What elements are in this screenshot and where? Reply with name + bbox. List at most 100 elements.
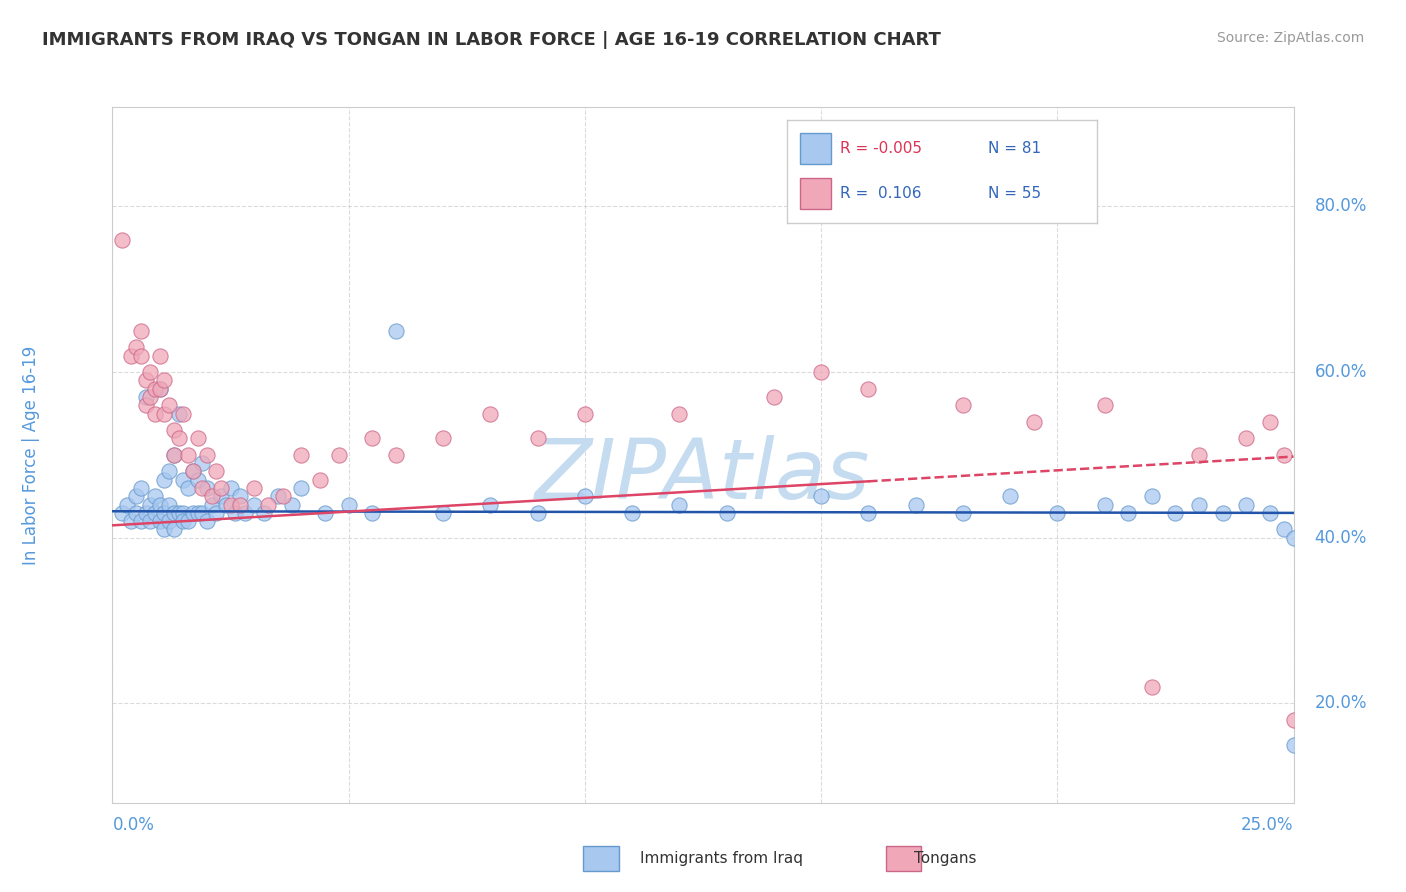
Point — [1140, 680, 1163, 694]
Point — [195, 481, 218, 495]
Text: Immigrants from Iraq: Immigrants from Iraq — [640, 851, 803, 865]
Point — [153, 473, 176, 487]
Point — [139, 390, 162, 404]
Point — [129, 324, 152, 338]
Point — [1094, 498, 1116, 512]
Point — [479, 498, 502, 512]
Point — [229, 498, 252, 512]
Point — [209, 481, 232, 495]
Text: N = 81: N = 81 — [988, 141, 1042, 155]
Point — [177, 481, 200, 495]
Point — [361, 431, 384, 445]
Point — [243, 498, 266, 512]
Point — [195, 448, 218, 462]
Point — [716, 506, 738, 520]
Point — [762, 390, 785, 404]
Point — [186, 506, 208, 520]
Point — [309, 473, 332, 487]
Point — [149, 382, 172, 396]
Point — [139, 498, 162, 512]
Point — [135, 373, 157, 387]
Point — [952, 506, 974, 520]
Point — [181, 465, 204, 479]
Point — [1272, 523, 1295, 537]
Bar — [800, 133, 831, 163]
Point — [281, 498, 304, 512]
Point — [233, 506, 256, 520]
Point — [129, 514, 152, 528]
Point — [157, 465, 180, 479]
Point — [191, 506, 214, 520]
Point — [229, 489, 252, 503]
Point — [858, 506, 880, 520]
Text: 20.0%: 20.0% — [1315, 694, 1367, 713]
Point — [1188, 448, 1211, 462]
Point — [120, 349, 142, 363]
Point — [1212, 506, 1234, 520]
Point — [201, 489, 224, 503]
Point — [120, 514, 142, 528]
Point — [271, 489, 294, 503]
Point — [267, 489, 290, 503]
Point — [143, 407, 166, 421]
Point — [1258, 506, 1281, 520]
Point — [167, 407, 190, 421]
Point — [163, 523, 186, 537]
Point — [149, 349, 172, 363]
Point — [139, 514, 162, 528]
Point — [952, 398, 974, 412]
Point — [163, 423, 186, 437]
Point — [337, 498, 360, 512]
Point — [257, 498, 280, 512]
Point — [163, 448, 186, 462]
Point — [526, 431, 548, 445]
Point — [163, 506, 186, 520]
Point — [139, 365, 162, 379]
Point — [432, 431, 454, 445]
Point — [172, 514, 194, 528]
Text: ZIPAtlas: ZIPAtlas — [536, 435, 870, 516]
Point — [129, 481, 152, 495]
Point — [1116, 506, 1139, 520]
Point — [191, 456, 214, 470]
Text: Tongans: Tongans — [914, 851, 976, 865]
Point — [668, 498, 690, 512]
Point — [526, 506, 548, 520]
Point — [181, 465, 204, 479]
Point — [143, 506, 166, 520]
Point — [1094, 398, 1116, 412]
Point — [149, 382, 172, 396]
Point — [153, 407, 176, 421]
Point — [201, 498, 224, 512]
Point — [163, 448, 186, 462]
Point — [177, 448, 200, 462]
Point — [135, 390, 157, 404]
Point — [243, 481, 266, 495]
Point — [129, 349, 152, 363]
Point — [167, 506, 190, 520]
Text: 60.0%: 60.0% — [1315, 363, 1367, 381]
Point — [574, 407, 596, 421]
Point — [125, 489, 148, 503]
Point — [111, 506, 134, 520]
Text: 0.0%: 0.0% — [112, 816, 155, 834]
Point — [111, 233, 134, 247]
Point — [205, 465, 228, 479]
Point — [1188, 498, 1211, 512]
Point — [668, 407, 690, 421]
Text: 40.0%: 40.0% — [1315, 529, 1367, 547]
Point — [125, 506, 148, 520]
Point — [810, 365, 832, 379]
Point — [1272, 448, 1295, 462]
Point — [153, 373, 176, 387]
Point — [157, 498, 180, 512]
Point — [385, 324, 408, 338]
Point — [479, 407, 502, 421]
Point — [810, 489, 832, 503]
Point — [215, 498, 238, 512]
Text: R =  0.106: R = 0.106 — [839, 186, 921, 201]
Point — [1258, 415, 1281, 429]
Point — [172, 407, 194, 421]
Point — [1164, 506, 1187, 520]
Point — [135, 506, 157, 520]
